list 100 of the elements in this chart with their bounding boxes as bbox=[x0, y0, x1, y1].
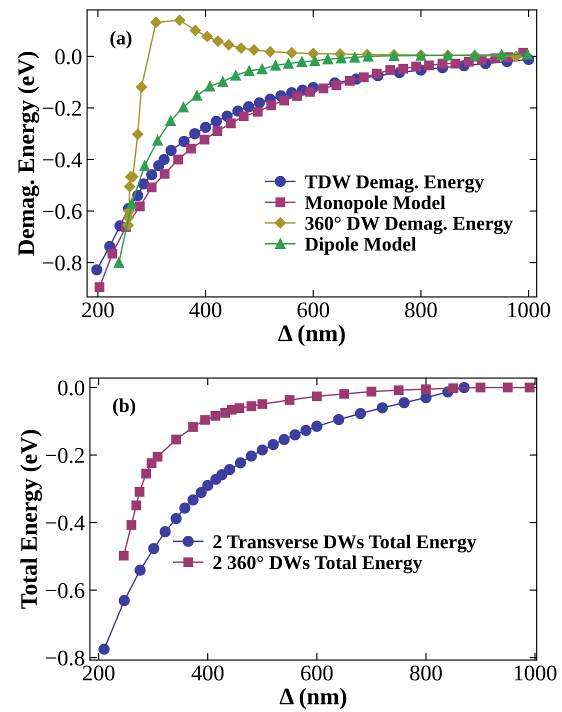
point bbox=[202, 30, 213, 42]
point bbox=[322, 54, 334, 64]
y-axis-title: Demag. Energy (eV) bbox=[18, 52, 40, 256]
x-tick-label: 600 bbox=[301, 666, 333, 681]
point bbox=[210, 116, 222, 127]
point bbox=[234, 457, 246, 468]
point bbox=[150, 16, 162, 28]
point bbox=[179, 502, 190, 514]
point bbox=[256, 64, 268, 74]
point bbox=[300, 424, 312, 436]
point bbox=[376, 402, 388, 414]
point bbox=[305, 87, 315, 97]
point bbox=[134, 487, 144, 497]
point bbox=[146, 169, 158, 180]
point bbox=[216, 469, 228, 480]
point bbox=[366, 386, 376, 396]
point bbox=[178, 136, 190, 148]
point bbox=[118, 550, 129, 561]
point bbox=[226, 118, 236, 128]
point bbox=[522, 49, 533, 60]
y-tick-label: −0.4 bbox=[46, 516, 85, 531]
point bbox=[196, 486, 207, 498]
point bbox=[248, 44, 260, 56]
point bbox=[284, 395, 294, 405]
point bbox=[398, 64, 408, 74]
point bbox=[204, 81, 216, 92]
point bbox=[243, 101, 254, 112]
point bbox=[345, 76, 355, 86]
point bbox=[359, 72, 369, 82]
legend-label: Dipole Model bbox=[304, 237, 416, 255]
point bbox=[450, 58, 460, 68]
point bbox=[94, 282, 104, 292]
point bbox=[283, 58, 294, 69]
point bbox=[339, 389, 349, 399]
point bbox=[124, 180, 136, 192]
point bbox=[108, 248, 118, 258]
point bbox=[165, 116, 176, 126]
x-tick-label: 400 bbox=[189, 302, 222, 318]
point bbox=[256, 444, 268, 456]
point bbox=[141, 468, 151, 478]
point bbox=[178, 102, 189, 112]
point bbox=[230, 70, 241, 81]
y-tick-label: −0.6 bbox=[43, 204, 82, 220]
point bbox=[200, 415, 210, 425]
legend-label: 360° DW Demag. Energy bbox=[305, 216, 513, 234]
point bbox=[310, 56, 320, 66]
point bbox=[132, 128, 144, 140]
legend-label: 2 Transverse DWs Total Energy bbox=[213, 534, 476, 552]
point bbox=[448, 383, 458, 394]
point bbox=[173, 154, 183, 164]
legend-label: Monopole Model bbox=[304, 196, 446, 214]
point bbox=[476, 382, 486, 392]
point bbox=[332, 80, 342, 90]
point bbox=[224, 464, 236, 476]
point bbox=[333, 414, 344, 426]
point bbox=[188, 422, 198, 432]
x-tick-label: 1000 bbox=[514, 666, 556, 681]
legend-label: TDW Demag. Energy bbox=[304, 176, 484, 193]
point bbox=[166, 144, 177, 156]
point bbox=[190, 24, 201, 36]
point bbox=[131, 500, 142, 510]
point bbox=[246, 401, 256, 411]
x-tick-label: 800 bbox=[410, 666, 442, 681]
point bbox=[312, 391, 322, 402]
point bbox=[210, 411, 220, 421]
point bbox=[187, 494, 199, 506]
y-tick-label: −0.8 bbox=[43, 256, 82, 271]
legend-label: 2 360° DWs Total Energy bbox=[213, 556, 422, 574]
point bbox=[234, 403, 244, 413]
point bbox=[189, 128, 200, 140]
point bbox=[136, 81, 148, 93]
point bbox=[212, 36, 224, 47]
point bbox=[236, 42, 247, 54]
x-axis-title: Δ (nm) bbox=[280, 688, 346, 710]
point bbox=[278, 434, 290, 446]
point bbox=[118, 595, 130, 606]
point bbox=[438, 58, 448, 68]
point bbox=[502, 382, 513, 392]
point bbox=[174, 14, 186, 26]
x-tick-label: 800 bbox=[405, 302, 437, 318]
y-axis-title: Total Energy (eV) bbox=[20, 430, 42, 609]
point bbox=[362, 51, 374, 62]
point bbox=[135, 202, 145, 212]
y-tick-label: −0.6 bbox=[46, 583, 84, 598]
point bbox=[411, 62, 421, 72]
x-tick-label: 200 bbox=[82, 666, 114, 681]
point bbox=[289, 429, 301, 440]
point bbox=[257, 399, 268, 409]
x-axis-title: Δ (nm) bbox=[278, 324, 345, 346]
point bbox=[296, 56, 308, 67]
point bbox=[279, 96, 290, 106]
point bbox=[98, 644, 110, 655]
y-tick-label: −0.8 bbox=[46, 650, 84, 666]
point bbox=[152, 135, 163, 146]
point bbox=[160, 169, 170, 179]
point bbox=[170, 512, 182, 524]
point bbox=[148, 543, 160, 554]
point bbox=[91, 264, 102, 276]
point bbox=[318, 83, 328, 94]
y-tick-label: 0.0 bbox=[55, 49, 82, 64]
